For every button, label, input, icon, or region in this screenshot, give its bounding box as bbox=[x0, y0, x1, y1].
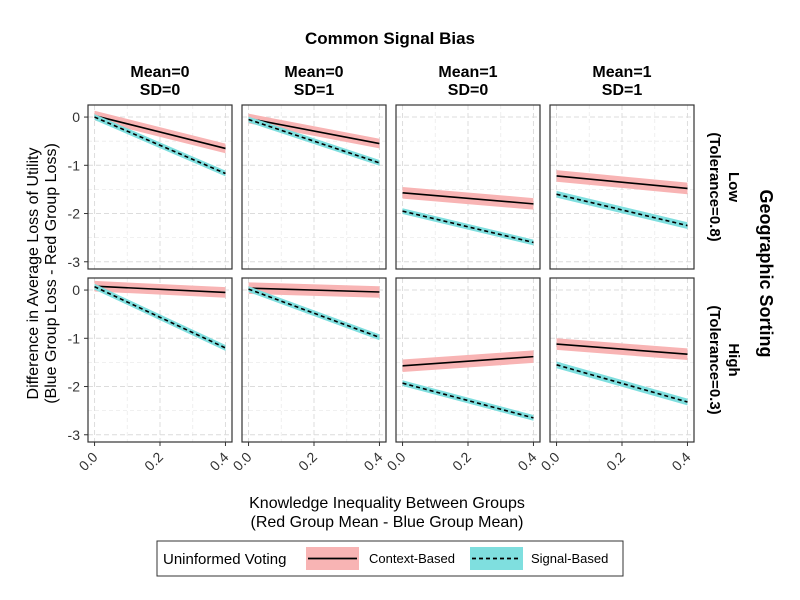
series-line-context-based bbox=[402, 191, 534, 205]
y-axis-label: Difference in Average Loss of Utility bbox=[25, 148, 42, 400]
row-strip-label: Low bbox=[725, 172, 742, 202]
column-strip-label: SD=0 bbox=[140, 82, 181, 99]
panel-border bbox=[395, 104, 541, 270]
y-tick-label: 0 bbox=[72, 282, 80, 298]
column-strip-label: Mean=1 bbox=[438, 64, 497, 81]
x-axis-label: (Red Group Mean - Blue Group Mean) bbox=[250, 514, 523, 531]
axis-labels: Mean=0SD=0Mean=0SD=1Mean=1SD=0Mean=1SD=1… bbox=[25, 64, 776, 531]
series-line-signal-based bbox=[556, 193, 688, 227]
panel bbox=[395, 104, 541, 270]
series-line-signal-based bbox=[248, 288, 380, 339]
y-tick-label: -2 bbox=[68, 379, 81, 395]
x-tick-label: 0.0 bbox=[538, 449, 563, 474]
legend: Uninformed Voting Context-Based Signal-Bas… bbox=[156, 540, 624, 577]
column-strip-label: SD=1 bbox=[294, 82, 335, 99]
x-tick-label: 0.0 bbox=[384, 449, 409, 474]
y-tick-label: -1 bbox=[68, 330, 81, 346]
series-line-signal-based bbox=[248, 118, 380, 164]
panel-border bbox=[87, 104, 233, 270]
panel bbox=[549, 277, 695, 443]
x-tick-label: 0.2 bbox=[603, 449, 628, 474]
panel-border bbox=[549, 104, 695, 270]
x-tick-label: 0.2 bbox=[295, 449, 320, 474]
row-strip-label: (Tolerance=0.8) bbox=[706, 132, 723, 241]
series-line-signal-based bbox=[556, 364, 688, 403]
y-tick-label: -1 bbox=[68, 157, 81, 173]
confidence-band bbox=[402, 380, 534, 421]
legend-entry-label: Signal-Based bbox=[531, 551, 608, 566]
x-tick-label: 0.2 bbox=[449, 449, 474, 474]
x-tick-label: 0.4 bbox=[514, 449, 539, 474]
series-line-context-based bbox=[94, 114, 226, 150]
series-line-signal-based bbox=[402, 210, 534, 244]
legend-entry-label: Context-Based bbox=[369, 551, 455, 566]
y-tick-label: -3 bbox=[68, 254, 81, 270]
series-line-signal-based bbox=[402, 382, 534, 419]
panel-border bbox=[241, 104, 387, 270]
column-strip-label: SD=0 bbox=[448, 82, 489, 99]
x-tick-label: 0.0 bbox=[230, 449, 255, 474]
x-tick-label: 0.4 bbox=[668, 449, 693, 474]
confidence-band bbox=[556, 190, 688, 229]
series-line-context-based bbox=[556, 175, 688, 190]
y-axis-label: (Blue Group Loss - Red Group Loss) bbox=[43, 143, 60, 404]
panel bbox=[241, 104, 387, 270]
legend-box bbox=[156, 540, 624, 577]
panel bbox=[241, 277, 387, 443]
column-strip-label: Mean=0 bbox=[130, 64, 189, 81]
series-line-signal-based bbox=[94, 285, 226, 349]
x-tick-label: 0.4 bbox=[206, 449, 231, 474]
row-strip-label: (Tolerance=0.3) bbox=[706, 305, 723, 414]
confidence-band bbox=[248, 286, 380, 341]
confidence-band bbox=[248, 116, 380, 166]
x-tick-label: 0.0 bbox=[76, 449, 101, 474]
x-tick-label: 0.4 bbox=[360, 449, 385, 474]
panel-grid bbox=[87, 104, 695, 443]
x-axis-label: Knowledge Inequality Between Groups bbox=[249, 495, 525, 512]
series-line-signal-based bbox=[94, 116, 226, 175]
series-line-context-based bbox=[248, 117, 380, 145]
row-strip-title: Geographic Sorting bbox=[756, 189, 776, 357]
panel bbox=[87, 104, 233, 270]
panel bbox=[87, 277, 233, 443]
row-strip-label: High bbox=[725, 343, 742, 376]
x-tick-label: 0.2 bbox=[141, 449, 166, 474]
series-line-context-based bbox=[94, 285, 226, 294]
series-line-context-based bbox=[556, 343, 688, 356]
series-line-context-based bbox=[402, 355, 534, 367]
y-tick-label: -3 bbox=[68, 427, 81, 443]
y-tick-label: 0 bbox=[72, 109, 80, 125]
panel bbox=[395, 277, 541, 443]
column-strip-label: Mean=1 bbox=[592, 64, 651, 81]
legend-title: Uninformed Voting bbox=[163, 551, 286, 568]
panel bbox=[549, 104, 695, 270]
confidence-band bbox=[556, 361, 688, 406]
confidence-band bbox=[402, 208, 534, 246]
chart-title: Common Signal Bias bbox=[305, 29, 475, 48]
y-tick-label: -2 bbox=[68, 206, 81, 222]
column-strip-label: Mean=0 bbox=[284, 64, 343, 81]
series-line-context-based bbox=[248, 287, 380, 293]
column-strip-label: SD=1 bbox=[602, 82, 643, 99]
